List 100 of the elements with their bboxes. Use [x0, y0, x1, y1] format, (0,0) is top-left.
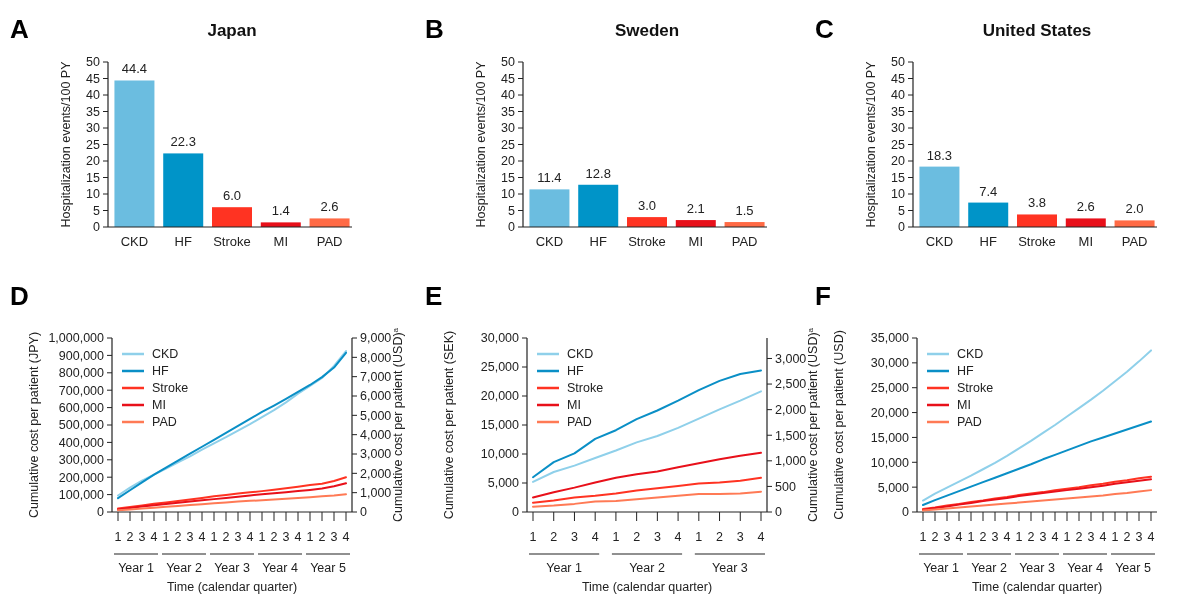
y2-tick-label: 9,000 — [360, 331, 392, 346]
line-series — [117, 482, 347, 511]
y-tick-label: 30 — [501, 121, 516, 136]
text: Year 2 — [629, 561, 665, 575]
text: A — [10, 14, 29, 44]
y-tick-label: 5,000 — [487, 476, 520, 491]
y2-tick-label: 500 — [775, 479, 796, 494]
x-tick-label: 1 — [919, 530, 927, 544]
y-tick-label: 35 — [86, 104, 101, 119]
data-label: 2.6 — [320, 199, 339, 215]
y-tick-label: 40 — [891, 88, 906, 103]
y-tick-label: 20 — [86, 154, 101, 169]
text: Year 5 — [310, 561, 346, 575]
x-tick-label: 2 — [979, 530, 987, 544]
x-tick-label: MI — [273, 234, 289, 249]
x-tick-label: 4 — [1003, 530, 1011, 544]
x-tick-label: 3 — [943, 530, 951, 544]
x-tick-label: 3 — [330, 530, 338, 544]
y-axis-title: Hospitalization events/100 PY — [59, 60, 73, 228]
x-tick-label: 4 — [294, 530, 302, 544]
y-tick-label: 200,000 — [58, 470, 105, 485]
line-series — [922, 489, 1152, 512]
line-series — [532, 490, 762, 508]
y-tick-label: 30 — [891, 121, 906, 136]
text: Year 4 — [1067, 561, 1103, 575]
text: Year 1 — [118, 561, 154, 575]
bar — [1017, 214, 1057, 227]
x-tick-label: PAD — [731, 234, 758, 249]
chart-title: United States — [982, 21, 1092, 40]
line-series — [117, 493, 347, 512]
x-tick-label: 4 — [246, 530, 254, 544]
x-tick-label: 2 — [1123, 530, 1131, 544]
x-tick-label: 3 — [1039, 530, 1047, 544]
x-tick-label: 3 — [1135, 530, 1143, 544]
text: Year 4 — [262, 561, 298, 575]
y-tick-label: 800,000 — [58, 366, 105, 381]
text: E — [425, 281, 443, 311]
x-tick-label: 1 — [306, 530, 314, 544]
y-tick-label: 20 — [501, 154, 516, 169]
x-tick-label: 4 — [757, 530, 765, 544]
data-label: 2.0 — [1125, 201, 1144, 217]
text: Year 2 — [971, 561, 1007, 575]
x-tick-label: 4 — [955, 530, 963, 544]
bar — [529, 189, 570, 227]
y-tick-label: 100,000 — [58, 487, 105, 502]
y2-tick-label: 0 — [775, 505, 782, 520]
legend-label: MI — [567, 398, 581, 413]
data-label: 2.6 — [1076, 199, 1095, 215]
y-tick-label: 5 — [93, 203, 101, 218]
bar — [578, 184, 619, 227]
x-tick-label: 3 — [991, 530, 999, 544]
data-label: 1.5 — [735, 203, 754, 219]
y-tick-label: 25 — [86, 137, 101, 152]
y-tick-label: 0 — [902, 505, 910, 520]
y-tick-label: 50 — [501, 55, 516, 70]
bar — [919, 166, 960, 227]
x-tick-label: 2 — [1027, 530, 1035, 544]
x-tick-label: 2 — [174, 530, 182, 544]
legend-label: CKD — [152, 347, 179, 362]
data-label: 7.4 — [979, 183, 998, 199]
y-tick-label: 10 — [501, 187, 516, 202]
x-tick-label: 2 — [716, 530, 724, 544]
text: D — [10, 281, 29, 311]
x-tick-label: 1 — [1111, 530, 1119, 544]
chart-title: Sweden — [614, 21, 680, 40]
text: B — [425, 14, 444, 44]
x-tick-label: 4 — [1147, 530, 1155, 544]
data-label: 22.3 — [170, 134, 196, 150]
y-tick-label: 20 — [891, 154, 906, 169]
y2-tick-label: 8,000 — [360, 350, 392, 365]
x-tick-label: 4 — [1051, 530, 1059, 544]
y-tick-label: 0 — [97, 505, 105, 520]
y-tick-label: 5 — [508, 203, 516, 218]
y-tick-label: 10,000 — [480, 447, 520, 462]
x-tick-label: PAD — [316, 234, 343, 249]
x-tick-label: 1 — [529, 530, 537, 544]
legend-label: MI — [152, 398, 166, 413]
y2-tick-label: 3,000 — [775, 351, 807, 366]
legend-label: HF — [957, 364, 975, 379]
x-tick-label: MI — [1078, 234, 1094, 249]
chart-title: Japan — [207, 21, 257, 40]
x-tick-label: 2 — [931, 530, 939, 544]
y-axis-title: Cumulative cost per patient (SEK) — [442, 330, 456, 520]
y-tick-label: 50 — [86, 55, 101, 70]
x-tick-label: 2 — [1075, 530, 1083, 544]
y-tick-label: 500,000 — [58, 418, 105, 433]
text: Year 5 — [1115, 561, 1151, 575]
x-tick-label: 3 — [282, 530, 290, 544]
legend-label: HF — [567, 364, 585, 379]
bar — [309, 218, 350, 227]
y-tick-label: 10 — [891, 187, 906, 202]
bar — [212, 207, 252, 227]
x-tick-label: 1 — [114, 530, 122, 544]
x-tick-label: PAD — [1121, 234, 1148, 249]
y-tick-label: 15 — [891, 170, 906, 185]
y-tick-label: 700,000 — [58, 383, 105, 398]
y-tick-label: 0 — [93, 220, 101, 235]
y-tick-label: 0 — [512, 505, 520, 520]
x-tick-label: Stroke — [213, 234, 251, 249]
x-axis-title: Time (calendar quarter) — [581, 580, 713, 594]
